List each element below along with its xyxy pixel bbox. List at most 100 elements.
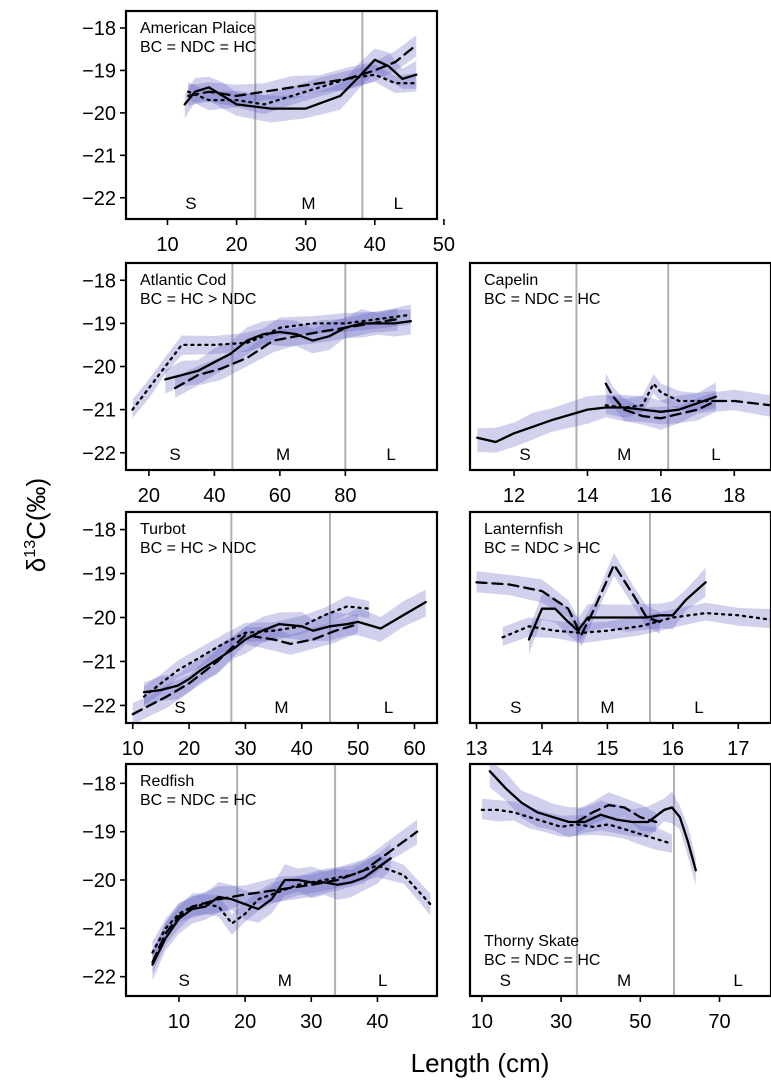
confidence-band-solid bbox=[152, 843, 391, 981]
y-tick-label: −18 bbox=[82, 520, 116, 542]
plot-area bbox=[476, 263, 771, 470]
x-tick-label: 30 bbox=[300, 1011, 322, 1033]
x-tick-label: 40 bbox=[203, 485, 225, 507]
comparison-label: BC = NDC > HC bbox=[484, 540, 600, 557]
confidence-band-dotted bbox=[152, 854, 431, 962]
panel-frame bbox=[468, 762, 771, 998]
series-line-dotted bbox=[480, 808, 674, 845]
size-class-label: M bbox=[617, 971, 631, 990]
panel-2: −18 −19 −20 −21 −22 20 40 60 80 S M L Atlantic Cod BC… bbox=[82, 261, 439, 507]
size-class-label: M bbox=[274, 698, 288, 717]
x-tick-label: 40 bbox=[364, 234, 386, 256]
size-class-label: M bbox=[301, 194, 315, 213]
x-axis-label: Length (cm) bbox=[411, 1048, 550, 1078]
series-line-dotted bbox=[187, 73, 418, 106]
panel-3: 12 14 16 18 S M L Capelin BC = NDC = HC bbox=[468, 261, 771, 507]
x-tick-label: 15 bbox=[596, 738, 618, 760]
series-line-solid bbox=[142, 600, 427, 694]
panels-layer: −18 −19 −20 −21 −22 10 20 30 40 50 S M L American Pla… bbox=[82, 9, 771, 1033]
confidence-band-solid bbox=[477, 382, 716, 453]
y-tick-label: −21 bbox=[82, 651, 116, 673]
x-tick-label: 20 bbox=[138, 485, 160, 507]
plot-area bbox=[151, 764, 432, 996]
x-tick-label: 50 bbox=[433, 234, 455, 256]
y-tick-label: −22 bbox=[82, 695, 116, 717]
y-tick-label: −22 bbox=[82, 967, 116, 989]
y-tick-label: −21 bbox=[82, 400, 116, 422]
species-title: Turbot bbox=[140, 521, 186, 538]
confidence-band-dashed bbox=[188, 35, 417, 108]
x-tick-label: 20 bbox=[234, 1011, 256, 1033]
size-class-label: S bbox=[510, 698, 521, 717]
x-tick-label: 10 bbox=[471, 1011, 493, 1033]
x-tick-label: 16 bbox=[662, 738, 684, 760]
size-class-label: S bbox=[519, 445, 530, 464]
y-tick-label: −18 bbox=[82, 18, 116, 40]
x-tick-label: 12 bbox=[503, 485, 525, 507]
series-line-dotted bbox=[131, 313, 412, 411]
panel-4: −18 −19 −20 −21 −22 10 20 30 40 50 60 S M L Turbot BC =… bbox=[82, 510, 439, 760]
plot-area bbox=[480, 764, 697, 996]
x-tick-label: 13 bbox=[465, 738, 487, 760]
series-line-dashed bbox=[604, 382, 771, 420]
comparison-label: BC = NDC = HC bbox=[140, 39, 256, 56]
confidence-band-dotted bbox=[144, 596, 370, 706]
y-tick-label: −19 bbox=[82, 313, 116, 335]
size-class-label: S bbox=[185, 194, 196, 213]
species-title: Redfish bbox=[140, 773, 194, 790]
x-tick-label: 14 bbox=[531, 738, 553, 760]
x-tick-label: 10 bbox=[156, 234, 178, 256]
panel-frame bbox=[124, 9, 439, 221]
size-class-label: L bbox=[384, 698, 393, 717]
x-tick-label: 14 bbox=[576, 485, 598, 507]
x-tick-label: 50 bbox=[347, 738, 369, 760]
y-tick-label: −20 bbox=[82, 357, 116, 379]
size-class-label: S bbox=[179, 971, 190, 990]
plot-area bbox=[475, 512, 771, 723]
panel-frame bbox=[468, 510, 771, 725]
confidence-band-solid bbox=[144, 589, 426, 707]
comparison-label: BC = HC > NDC bbox=[140, 291, 256, 308]
series-line-solid bbox=[527, 581, 707, 641]
confidence-band-dotted bbox=[481, 798, 672, 853]
size-class-label: M bbox=[600, 698, 614, 717]
plot-area bbox=[183, 11, 418, 219]
species-title: Atlantic Cod bbox=[140, 272, 226, 289]
series-line-solid bbox=[151, 857, 392, 966]
y-tick-label: −18 bbox=[82, 773, 116, 795]
series-line-dotted bbox=[142, 605, 371, 698]
series-line-solid bbox=[488, 770, 697, 872]
size-class-label: M bbox=[278, 971, 292, 990]
series-line-dashed bbox=[173, 317, 399, 390]
comparison-label: BC = NDC = HC bbox=[484, 291, 600, 308]
y-tick-label: −20 bbox=[82, 608, 116, 630]
x-tick-label: 10 bbox=[122, 738, 144, 760]
panel-1: −18 −19 −20 −21 −22 10 20 30 40 50 S M L American Pla… bbox=[82, 9, 455, 256]
x-tick-label: 17 bbox=[727, 738, 749, 760]
series-line-dotted bbox=[604, 382, 718, 409]
y-tick-label: −20 bbox=[82, 870, 116, 892]
x-tick-label: 80 bbox=[334, 485, 356, 507]
y-tick-label: −19 bbox=[82, 822, 116, 844]
size-class-label: M bbox=[617, 445, 631, 464]
panel-6: −18 −19 −20 −21 −22 10 20 30 40 S M L Redfish BC = ND… bbox=[82, 762, 439, 1033]
x-tick-label: 16 bbox=[650, 485, 672, 507]
y-tick-label: −22 bbox=[82, 443, 116, 465]
series-line-dashed bbox=[575, 803, 658, 824]
x-tick-label: 18 bbox=[723, 485, 745, 507]
confidence-band-dotted bbox=[132, 304, 411, 418]
size-class-label: L bbox=[378, 971, 387, 990]
size-class-label: S bbox=[169, 445, 180, 464]
comparison-label: BC = NDC = HC bbox=[484, 952, 600, 969]
confidence-band-dashed bbox=[175, 309, 398, 398]
x-tick-label: 40 bbox=[291, 738, 313, 760]
size-class-label: L bbox=[694, 698, 703, 717]
size-class-label: S bbox=[500, 971, 511, 990]
series-line-dashed bbox=[475, 563, 661, 637]
y-tick-label: −18 bbox=[82, 270, 116, 292]
x-tick-label: 10 bbox=[168, 1011, 190, 1033]
x-tick-label: 60 bbox=[269, 485, 291, 507]
series-line-dashed bbox=[131, 622, 360, 716]
series-line-dashed bbox=[151, 830, 419, 964]
